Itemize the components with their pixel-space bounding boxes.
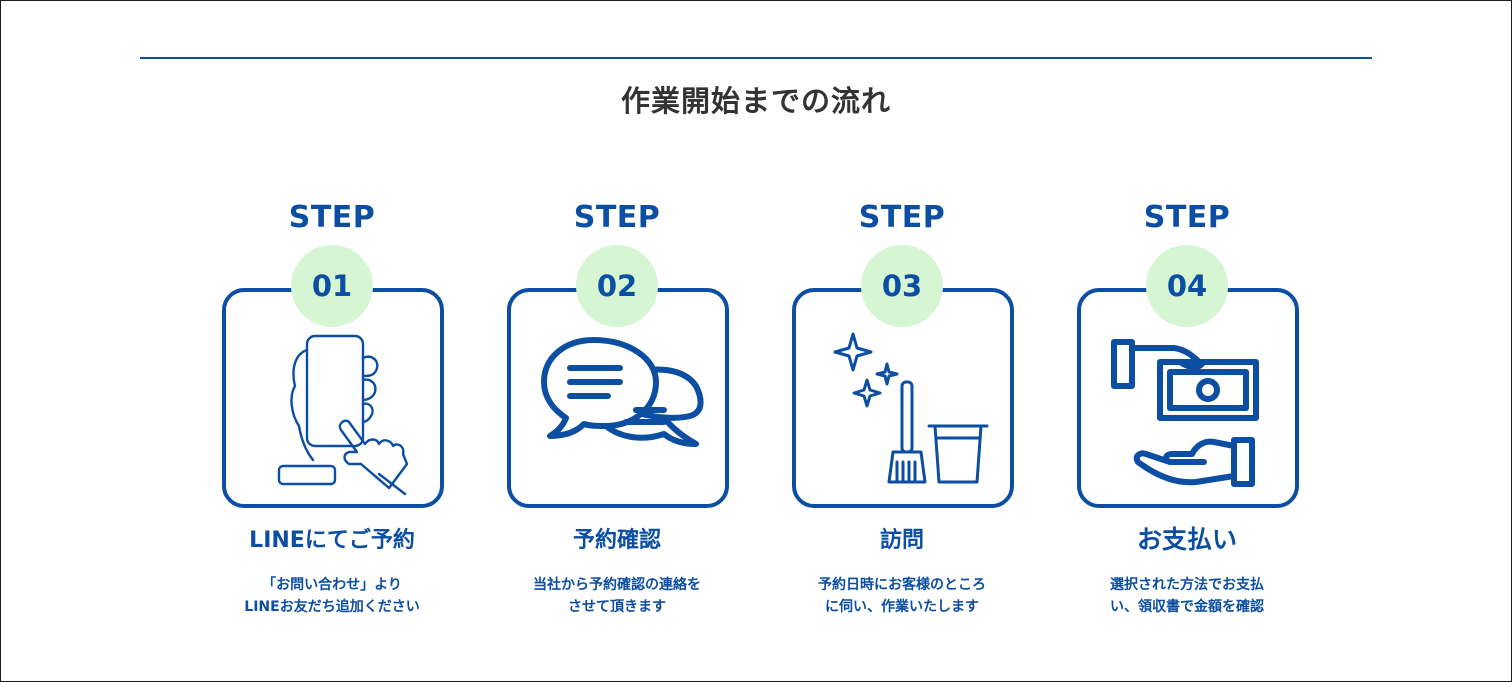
- step-description-line: 予約日時にお客様のところ: [818, 577, 986, 593]
- step-label: STEP: [573, 200, 661, 235]
- section-divider: [140, 57, 1372, 59]
- step-label: STEP: [858, 200, 946, 235]
- section-title: 作業開始までの流れ: [620, 84, 891, 118]
- step-title: 訪問: [879, 528, 924, 553]
- step-label: STEP: [288, 200, 376, 235]
- step-description-line: 選択された方法でお支払: [1110, 577, 1264, 593]
- step-number-badge: 01: [291, 245, 373, 327]
- chat-bubbles-icon: [541, 337, 704, 447]
- step-description: 当社から予約確認の連絡を させて頂きます: [477, 574, 757, 618]
- step-title: LINEにてご予約: [249, 528, 415, 553]
- step-description-line: させて頂きます: [568, 599, 666, 615]
- step-description-line: 「お問い合わせ」より: [262, 577, 402, 593]
- cash-payment-icon: [1111, 339, 1259, 487]
- step-description-line: LINEお友だち追加ください: [244, 599, 420, 615]
- step-label: STEP: [1143, 200, 1231, 235]
- step-description-line: に伺い、作業いたします: [825, 599, 979, 615]
- step-description: 選択された方法でお支払 い、領収書で金額を確認: [1047, 574, 1327, 618]
- step-number-badge: 04: [1146, 245, 1228, 327]
- step-number-badge: 02: [576, 245, 658, 327]
- cleaning-tools-icon: [833, 332, 989, 484]
- step-title: 予約確認: [572, 528, 661, 553]
- step-title: お支払い: [1136, 525, 1237, 554]
- step-description: 予約日時にお客様のところ に伺い、作業いたします: [762, 574, 1042, 618]
- step-card: [507, 288, 729, 508]
- step-description-line: 当社から予約確認の連絡を: [533, 577, 701, 593]
- step-number-badge: 03: [861, 245, 943, 327]
- step-description-line: い、領収書で金額を確認: [1110, 599, 1264, 615]
- smartphone-tap-icon: [277, 334, 409, 496]
- step-description: 「お問い合わせ」より LINEお友だち追加ください: [192, 574, 472, 618]
